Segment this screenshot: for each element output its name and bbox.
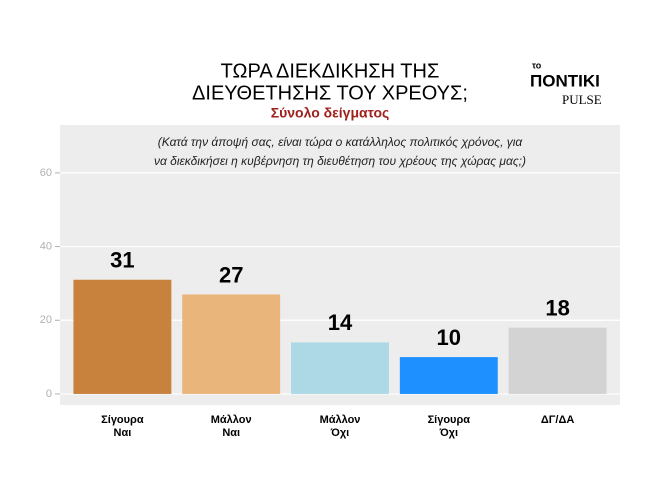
x-tick-label: Μάλλον bbox=[211, 414, 252, 426]
logo-text: PULSE bbox=[562, 92, 602, 107]
annotation: να διεκδικήσει η κυβέρνηση τη διευθέτηση… bbox=[154, 154, 526, 168]
x-tick-label: Όχι bbox=[439, 427, 458, 439]
bar bbox=[73, 279, 172, 394]
chart-title: ΤΩΡΑ ΔΙΕΚΔΙΚΗΣΗ ΤΗΣ bbox=[221, 60, 440, 82]
value-label: 31 bbox=[110, 248, 134, 273]
logo-text: το bbox=[532, 60, 542, 70]
x-tick-label: Σίγουρα bbox=[101, 414, 144, 426]
y-tick-label: 20 bbox=[40, 314, 52, 326]
x-tick-label: Σίγουρα bbox=[428, 414, 471, 426]
marks: 31 27 14 10 18 bbox=[73, 248, 607, 394]
bar bbox=[399, 357, 498, 394]
value-label: 27 bbox=[219, 262, 243, 287]
bar bbox=[508, 327, 607, 394]
bar bbox=[291, 342, 389, 394]
value-label: 18 bbox=[545, 295, 569, 320]
logo-text: ΠΟΝΤΙΚΙ bbox=[530, 71, 600, 90]
y-tick-label: 40 bbox=[40, 240, 52, 252]
x-tick-label: ΔΓ/ΔΑ bbox=[541, 414, 574, 426]
x-tick-label: Ναι bbox=[222, 427, 240, 439]
value-label: 10 bbox=[437, 325, 461, 350]
x-tick-label: Όχι bbox=[330, 427, 349, 439]
chart-subtitle: Σύνολο δείγματος bbox=[271, 105, 390, 121]
y-tick-label: 60 bbox=[40, 167, 52, 179]
y-tick-label: 0 bbox=[46, 388, 52, 400]
x-tick-label: Μάλλον bbox=[320, 414, 361, 426]
chart-title: ΔΙΕΥΘΕΤΗΣΗΣ ΤΟΥ ΧΡΕΟΥΣ; bbox=[192, 82, 468, 104]
x-tick-label: Ναι bbox=[114, 427, 132, 439]
value-label: 14 bbox=[328, 310, 353, 335]
bar bbox=[182, 294, 281, 394]
annotation: (Κατά την άποψή σας, είναι τώρα ο κατάλλ… bbox=[158, 135, 524, 149]
